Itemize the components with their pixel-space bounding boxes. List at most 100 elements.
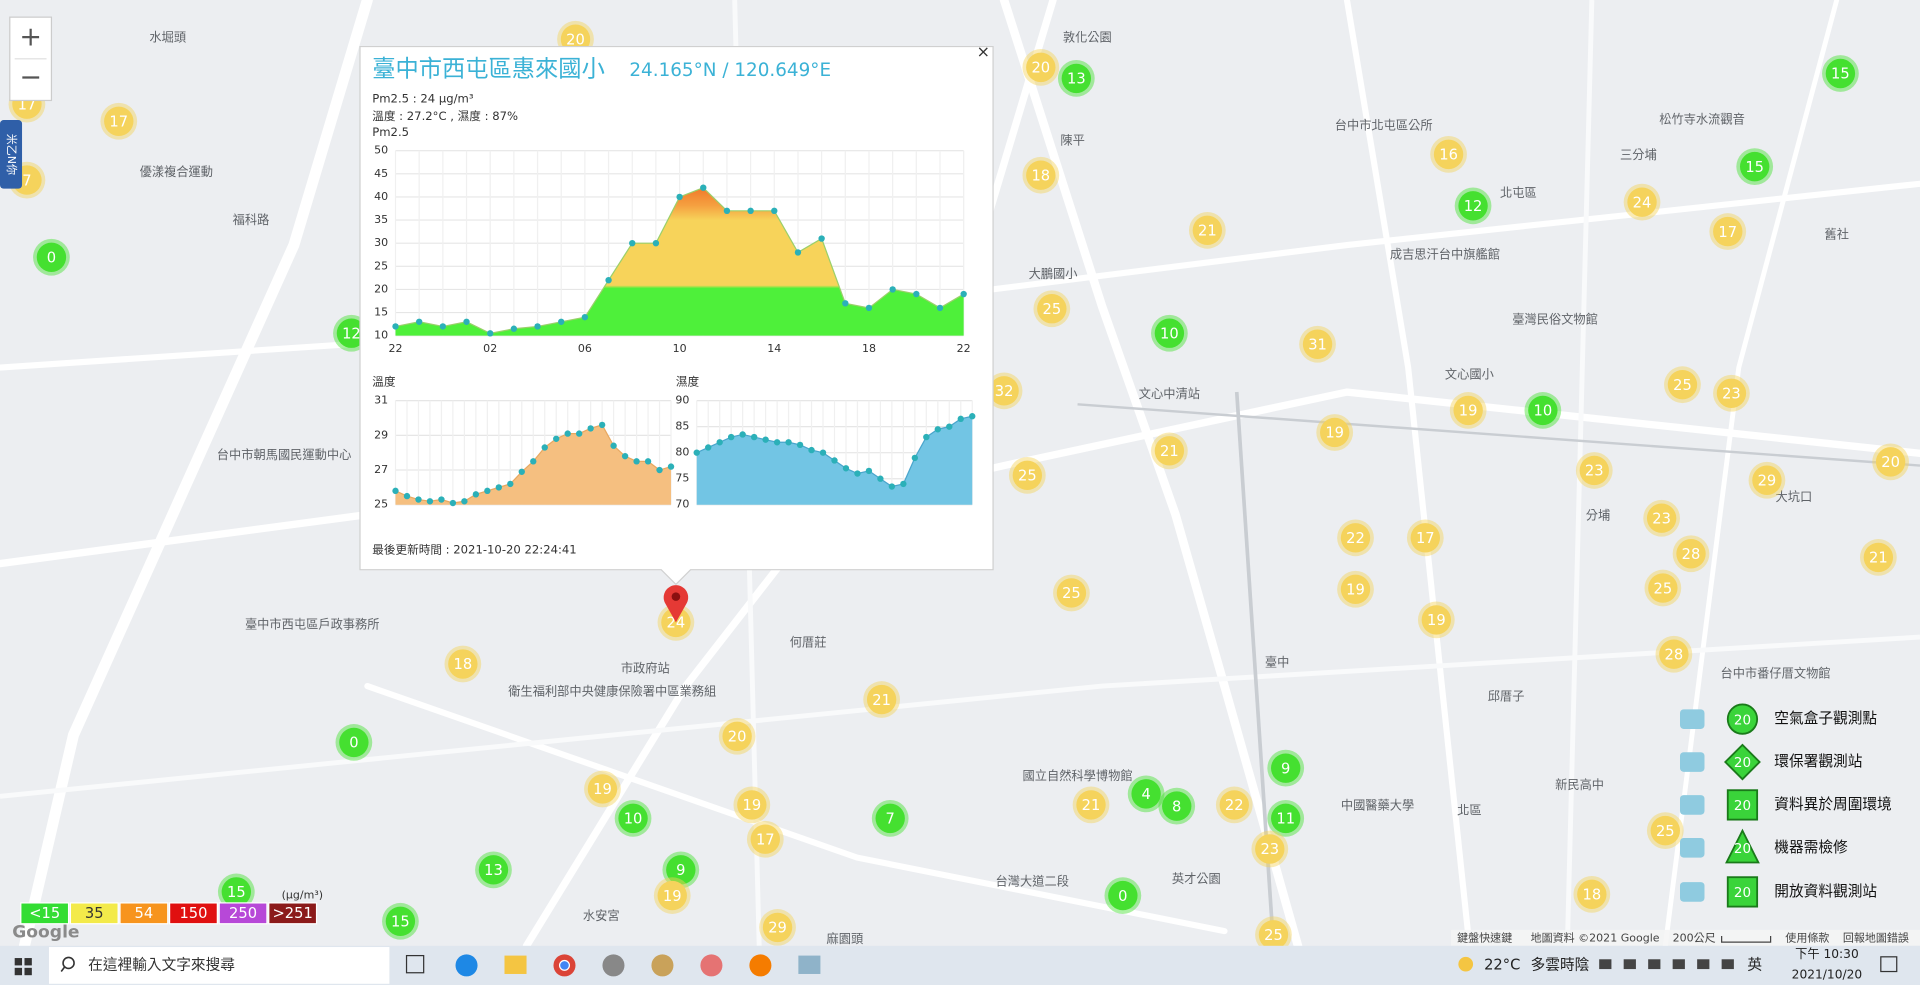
close-button[interactable]: × <box>977 42 990 61</box>
marker[interactable] <box>1676 539 1706 569</box>
clock-date[interactable]: 2021/10/20 <box>1792 968 1862 982</box>
ime[interactable]: 英 <box>1747 956 1762 973</box>
marker[interactable] <box>1627 187 1657 217</box>
zoom-in[interactable]: + <box>19 21 42 52</box>
marker[interactable] <box>1154 436 1185 466</box>
terms[interactable]: 使用條款 <box>1785 930 1829 944</box>
aqi-swatch <box>69 902 119 925</box>
marker-value: 28 <box>1665 646 1684 663</box>
marker[interactable] <box>587 774 618 804</box>
point <box>629 240 636 247</box>
marker[interactable] <box>1659 639 1689 669</box>
marker-value: 0 <box>47 249 56 266</box>
point <box>969 413 976 420</box>
marker[interactable] <box>866 684 897 715</box>
place-label: 成吉思汗台中旗艦館 <box>1390 246 1500 261</box>
marker[interactable] <box>1320 417 1350 448</box>
notifications[interactable] <box>1880 956 1898 973</box>
marker[interactable] <box>1453 395 1483 426</box>
marker[interactable] <box>1650 815 1680 846</box>
marker[interactable] <box>385 906 416 936</box>
marker[interactable] <box>1340 574 1371 604</box>
marker[interactable] <box>750 824 780 854</box>
y-tick-label: 85 <box>675 420 689 433</box>
marker[interactable] <box>336 318 367 348</box>
marker[interactable] <box>1863 542 1894 573</box>
marker[interactable] <box>1713 216 1743 247</box>
marker[interactable] <box>104 106 134 136</box>
marker[interactable] <box>1056 578 1087 608</box>
marker[interactable] <box>1421 605 1452 635</box>
marker[interactable] <box>1433 139 1464 170</box>
marker[interactable] <box>1302 329 1333 359</box>
marker[interactable] <box>666 855 696 885</box>
start-button[interactable] <box>14 958 32 976</box>
pinned-apps[interactable] <box>405 954 821 977</box>
y-tick-label: 70 <box>675 498 689 511</box>
marker[interactable] <box>989 376 1019 406</box>
marker[interactable] <box>1061 63 1092 94</box>
search-box[interactable] <box>48 947 390 984</box>
marker[interactable] <box>448 649 478 679</box>
marker[interactable] <box>1131 779 1161 809</box>
point <box>796 441 804 449</box>
marker[interactable] <box>1716 378 1747 408</box>
marker[interactable] <box>618 803 648 834</box>
marker[interactable] <box>1577 879 1607 910</box>
marker[interactable] <box>1667 369 1698 400</box>
marker[interactable] <box>1271 753 1301 783</box>
shortcuts[interactable]: 鍵盤快速鍵 <box>1457 930 1512 944</box>
marker[interactable] <box>1219 790 1249 820</box>
marker[interactable] <box>657 880 687 911</box>
marker-value: 31 <box>1308 336 1327 353</box>
side-tab[interactable]: 米乙N你 <box>0 120 23 189</box>
marker[interactable] <box>1458 191 1488 221</box>
marker-value: 22 <box>1225 797 1244 814</box>
place-label: 文心中清站 <box>1139 386 1200 401</box>
clock-time[interactable]: 下午 10:30 <box>1795 947 1859 961</box>
report[interactable]: 回報地圖錯誤 <box>1843 930 1909 944</box>
marker[interactable] <box>1752 465 1782 495</box>
place-label: 邱厝子 <box>1488 690 1525 704</box>
marker[interactable] <box>339 727 369 758</box>
marker[interactable] <box>1258 920 1289 950</box>
marker[interactable] <box>221 877 252 907</box>
marker[interactable] <box>1579 455 1609 486</box>
point <box>819 449 827 456</box>
marker[interactable] <box>1271 803 1301 834</box>
marker[interactable] <box>1012 460 1043 491</box>
marker[interactable] <box>1026 52 1056 83</box>
y-tick-label: 27 <box>374 463 388 476</box>
marker[interactable] <box>1825 58 1856 89</box>
zoom-out[interactable]: − <box>19 62 42 93</box>
marker[interactable] <box>1076 790 1106 820</box>
place-label: 臺中市西屯區戶政事務所 <box>245 616 380 631</box>
selected-pin[interactable] <box>663 585 689 623</box>
marker[interactable] <box>1646 503 1677 533</box>
place-label: 台中市朝馬國民運動中心 <box>217 447 352 462</box>
marker[interactable] <box>1108 880 1138 911</box>
tray-icons[interactable] <box>1599 959 1734 970</box>
marker[interactable] <box>1037 294 1067 324</box>
place-label: 水安宮 <box>583 908 620 923</box>
marker[interactable] <box>875 803 905 834</box>
y-tick-label: 40 <box>374 190 388 203</box>
marker[interactable] <box>1162 791 1192 821</box>
marker[interactable] <box>1192 215 1223 246</box>
marker[interactable] <box>478 855 509 885</box>
marker[interactable] <box>1528 395 1558 426</box>
marker[interactable] <box>1648 573 1678 603</box>
marker[interactable] <box>1340 523 1371 553</box>
marker[interactable] <box>1740 151 1770 182</box>
marker[interactable] <box>722 721 752 752</box>
search-placeholder[interactable]: 在這裡輸入文字來搜尋 <box>88 955 235 973</box>
marker[interactable] <box>762 912 793 943</box>
marker[interactable] <box>1875 447 1906 477</box>
marker[interactable] <box>36 242 67 272</box>
marker[interactable] <box>1255 834 1285 864</box>
marker[interactable] <box>737 790 767 820</box>
marker[interactable] <box>1026 160 1056 190</box>
marker[interactable] <box>1410 523 1440 553</box>
side-tab-label[interactable]: 米乙N你 <box>5 134 18 175</box>
marker[interactable] <box>1154 318 1185 348</box>
